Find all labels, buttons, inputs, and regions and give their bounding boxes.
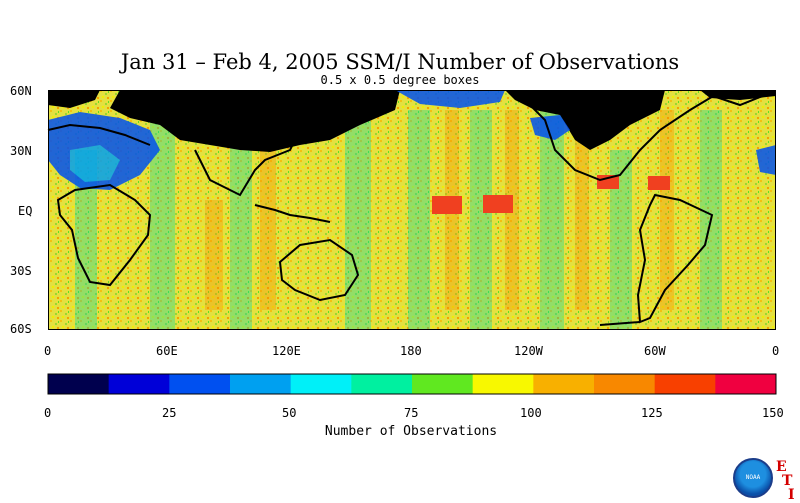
colorbar-tick-0: 0 <box>44 406 52 420</box>
land-mask <box>48 90 776 152</box>
lon-label-60e: 60E <box>156 344 178 358</box>
coastlines <box>47 94 766 326</box>
colorbar-swatch <box>290 374 352 394</box>
eti-logo: E T I <box>776 460 795 502</box>
colorbar-swatch <box>472 374 534 394</box>
lon-label-120e: 120E <box>272 344 301 358</box>
colorbar-tick-100: 100 <box>520 406 542 420</box>
colorbar-swatch <box>351 374 413 394</box>
lat-label-60n: 60N <box>10 84 32 98</box>
lat-label-eq: EQ <box>18 204 33 218</box>
lon-label-60w: 60W <box>644 344 666 358</box>
lon-label-0-end: 0 <box>772 344 780 358</box>
colorbar-swatch <box>412 374 474 394</box>
colorbar-tick-150: 150 <box>762 406 784 420</box>
colorbar-swatch <box>715 374 777 394</box>
eti-letter-i: I <box>788 487 795 503</box>
lat-label-30s: 30S <box>10 264 32 278</box>
lon-label-0: 0 <box>44 344 52 358</box>
lat-label-30n: 30N <box>10 144 32 158</box>
colorbar-swatch <box>48 374 110 394</box>
colorbar-swatch <box>654 374 716 394</box>
low-count-zones <box>48 90 776 190</box>
colorbar-tick-75: 75 <box>404 406 419 420</box>
eti-letter-e: E <box>776 459 787 475</box>
colorbar-swatch <box>169 374 231 394</box>
high-count-patches <box>432 175 670 214</box>
colorbar-tick-50: 50 <box>282 406 297 420</box>
chart-subtitle: 0.5 x 0.5 degree boxes <box>320 73 480 87</box>
colorbar-title: Number of Observations <box>324 424 498 439</box>
colorbar-swatch <box>533 374 595 394</box>
lon-label-180: 180 <box>400 344 422 358</box>
colorbar-tick-25: 25 <box>162 406 177 420</box>
lon-label-120w: 120W <box>514 344 543 358</box>
lat-label-60s: 60S <box>10 322 32 336</box>
colorbar-tick-125: 125 <box>641 406 663 420</box>
map-frame <box>48 90 776 330</box>
colorbar-swatch <box>230 374 292 394</box>
colorbar-swatch <box>594 374 656 394</box>
noaa-logo-icon <box>733 458 773 498</box>
colorbar-swatch <box>108 374 170 394</box>
chart-title: Jan 31 – Feb 4, 2005 SSM/I Number of Obs… <box>120 50 680 74</box>
eti-letter-t: T <box>782 473 793 489</box>
noaa-logo-text: NOAA <box>745 474 761 481</box>
